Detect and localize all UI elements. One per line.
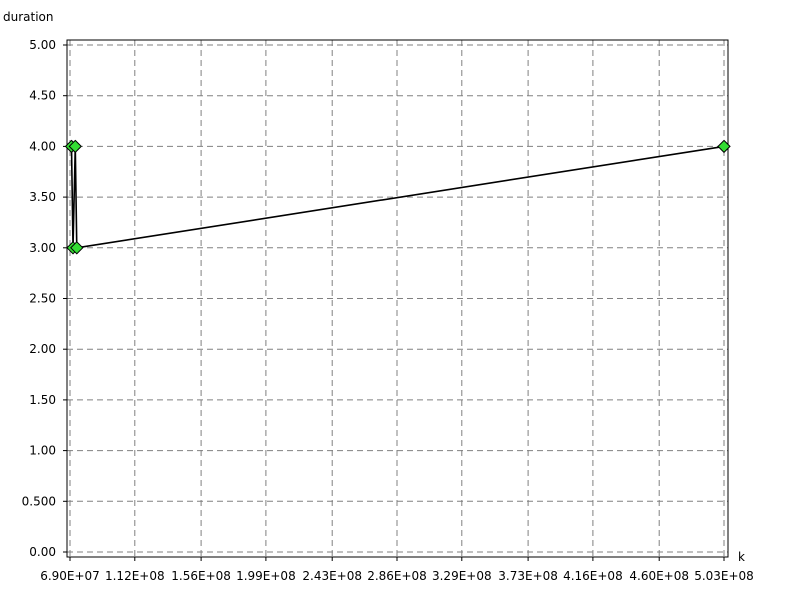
y-tick-label: 2.50 — [29, 292, 56, 306]
data-point — [68, 139, 82, 154]
data-point — [70, 241, 84, 255]
y-tick-label: 2.00 — [29, 342, 56, 356]
x-tick-label: 3.29E+08 — [432, 569, 492, 583]
x-tick-label: 2.43E+08 — [302, 569, 362, 583]
y-tick-label: 1.00 — [29, 444, 56, 458]
x-axis-title: k — [738, 550, 745, 564]
x-tick-label: 4.16E+08 — [563, 569, 623, 583]
x-tick-label: 3.73E+08 — [498, 569, 558, 583]
y-tick-label: 1.50 — [29, 393, 56, 407]
x-tick-label: 4.60E+08 — [629, 569, 689, 583]
x-tick-label: 1.99E+08 — [236, 569, 296, 583]
y-tick-label: 3.50 — [29, 190, 56, 204]
y-tick-label: 0.500 — [22, 494, 56, 508]
series-layer — [64, 139, 731, 255]
x-tick-label: 1.56E+08 — [171, 569, 231, 583]
y-tick-label: 4.50 — [29, 89, 56, 103]
x-tick-label: 5.03E+08 — [694, 569, 754, 583]
y-tick-label: 3.00 — [29, 241, 56, 255]
x-tick-label: 1.12E+08 — [105, 569, 165, 583]
x-tick-label: 6.90E+07 — [40, 569, 100, 583]
y-tick-label: 5.00 — [29, 38, 56, 52]
x-axis: 6.90E+07 1.12E+08 1.56E+08 1.99E+08 2.43E+08… — [40, 557, 754, 583]
data-point — [717, 139, 731, 154]
y-axis: 0.00 0.500 1.00 1.50 2.00 2.50 3.00 3.50 4.00 4.5… — [22, 38, 67, 559]
x-tick-label: 2.86E+08 — [367, 569, 427, 583]
y-axis-title: duration — [3, 10, 54, 24]
y-tick-label: 0.00 — [29, 545, 56, 559]
grid — [67, 40, 728, 557]
y-tick-label: 4.00 — [29, 139, 56, 153]
